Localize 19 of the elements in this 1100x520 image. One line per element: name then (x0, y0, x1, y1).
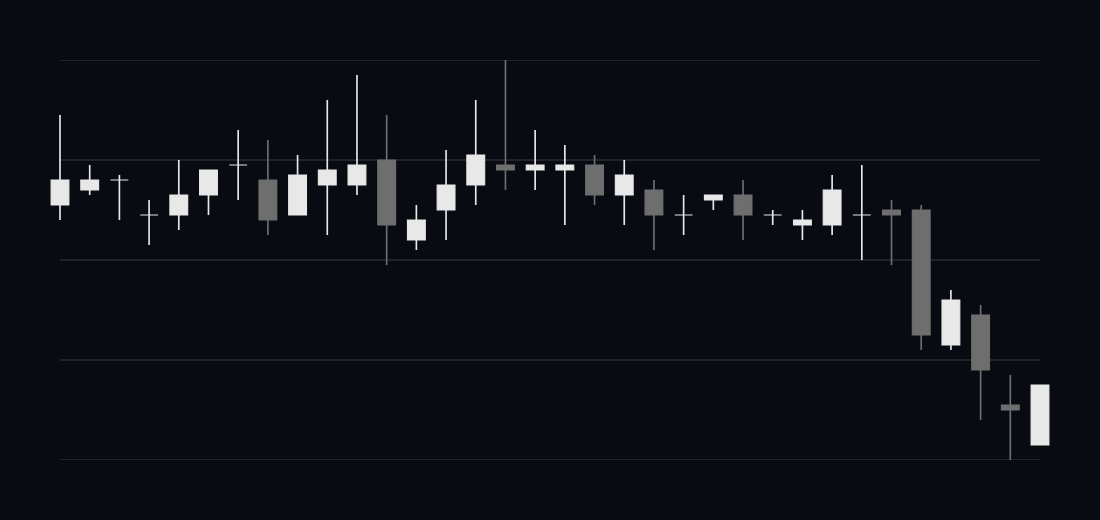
candlestick (80, 164, 100, 196)
candlestick (347, 74, 367, 196)
candlestick (1000, 374, 1020, 461)
candlestick (792, 209, 812, 241)
candlestick (406, 204, 426, 251)
candlestick (852, 164, 872, 261)
candlestick (109, 174, 129, 221)
candlestick (882, 199, 901, 266)
candlestick (763, 209, 783, 226)
candlestick (674, 194, 694, 236)
candlestick (525, 129, 545, 191)
candlestick (614, 159, 634, 226)
candlestick (495, 59, 515, 191)
candlestick (228, 129, 248, 201)
candlestick (139, 199, 159, 246)
candlestick (733, 179, 753, 241)
candlestick (317, 99, 337, 236)
candlestick (169, 159, 189, 231)
candlestick (555, 144, 575, 226)
